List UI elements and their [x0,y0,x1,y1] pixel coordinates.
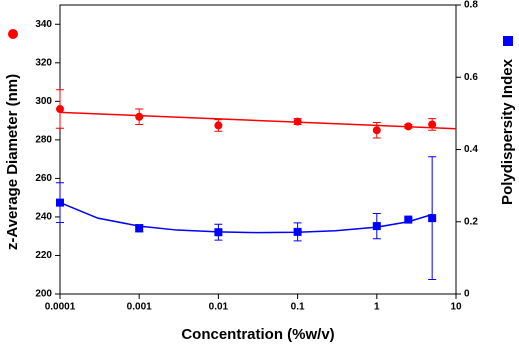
y-axis-title: z-Average Diameter (nm) [4,74,21,250]
point [135,112,144,121]
y-tick-label: 340 [35,19,52,30]
y2-axis-title: Polydispersity Index [499,58,516,205]
y-tick-label: 240 [35,212,52,223]
y2-tick-label: 0.6 [464,72,478,83]
x-tick-label: 0.1 [291,302,305,313]
point [404,122,413,131]
x-tick-label: 0.01 [209,302,229,313]
point [428,214,437,223]
fit-line [59,111,457,130]
x-tick-label: 10 [450,302,462,313]
point [56,105,64,114]
y2-legend-marker [503,36,513,46]
point [372,222,381,231]
x-tick-label: 0.001 [127,302,152,313]
point [404,215,413,224]
fit-line [59,201,433,234]
y-tick-label: 300 [35,96,52,107]
y-tick-label: 280 [35,135,52,146]
point [56,198,64,207]
y-tick-label: 260 [35,173,52,184]
x-tick-label: 1 [374,302,380,313]
point [214,228,223,237]
y-tick-label: 220 [35,250,52,261]
point [135,224,144,233]
point [293,117,302,126]
y-tick-label: 320 [35,57,52,68]
point [428,120,437,129]
y2-tick-label: 0.4 [464,144,478,155]
x-axis-title: Concentration (%w/v) [181,326,334,343]
point [293,227,302,236]
y2-tick-label: 0.8 [464,0,478,11]
y2-tick-label: 0.2 [464,216,478,227]
y-legend-marker [8,29,18,39]
y-tick-label: 200 [35,289,52,300]
y2-tick-label: 0 [464,289,470,300]
point [372,126,381,135]
x-tick-label: 0.0001 [45,302,76,313]
point [214,121,223,130]
plot-frame [59,4,457,295]
